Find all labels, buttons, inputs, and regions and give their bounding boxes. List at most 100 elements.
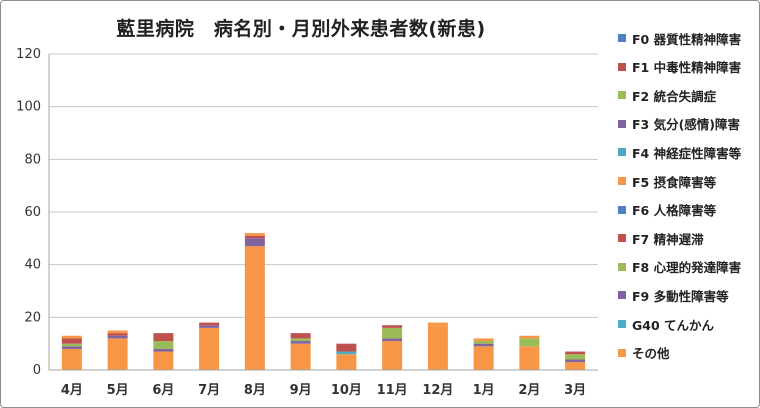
legend-label: F8 心理的発達障害 (632, 260, 742, 276)
legend-label: F2 統合失調症 (632, 88, 717, 104)
bar-segment-8-4 (382, 327, 403, 339)
legend-swatch (618, 91, 626, 100)
legend-item: F6 人格障害等 (618, 201, 716, 219)
legend-item: その他 (618, 344, 670, 362)
x-tick-label: 7月 (198, 383, 220, 398)
x-tick-label: 3月 (564, 383, 586, 398)
y-tick-label: 20 (24, 310, 41, 325)
bar-segment-6-5 (290, 333, 311, 339)
x-tick-label: 11月 (377, 383, 408, 398)
x-tick-label: 12月 (422, 383, 453, 398)
y-tick-label: 60 (24, 205, 41, 220)
bar-segment-1-7 (61, 335, 82, 339)
x-tick-label: 8月 (244, 383, 266, 398)
legend-label: その他 (632, 346, 670, 362)
bar-segment-11-1 (519, 346, 540, 370)
legend-swatch (618, 348, 626, 357)
legend-swatch (618, 262, 626, 271)
legend-swatch (618, 119, 626, 128)
y-tick-label: 0 (33, 363, 41, 378)
x-tick-label: 2月 (518, 383, 540, 398)
x-tick-label: 5月 (107, 383, 129, 398)
y-tick-label: 120 (16, 47, 41, 62)
bar-segment-8-5 (382, 325, 403, 328)
legend-swatch (618, 291, 626, 300)
legend-item: F4 神経症性障害等 (618, 143, 741, 161)
bar-segment-7-1 (336, 354, 357, 370)
bar-segment-8-3 (382, 338, 403, 342)
bar-segment-4-3 (199, 325, 220, 328)
bar-segment-3-5 (153, 333, 174, 342)
bar-segment-1-4 (61, 343, 82, 347)
legend-item: F9 多動性障害等 (618, 286, 729, 304)
bar-segment-9-7 (427, 322, 448, 326)
legend-item: F0 器質性精神障害 (618, 29, 741, 47)
legend-label: F6 人格障害等 (632, 203, 717, 219)
legend-item: G40 てんかん (618, 315, 714, 333)
x-tick-label: 6月 (152, 383, 174, 398)
bar-segment-2-7 (107, 330, 128, 334)
legend-swatch (618, 148, 626, 157)
bar-segment-3-1 (153, 351, 174, 370)
bar-segment-5-5 (244, 235, 265, 239)
legend-label: F3 気分(感情)障害 (632, 117, 741, 133)
bar-segment-12-3 (565, 359, 586, 363)
legend-swatch (618, 205, 626, 214)
x-tick-label: 1月 (473, 383, 495, 398)
x-tick-label: 4月 (61, 383, 83, 398)
bar-segment-10-1 (473, 346, 494, 370)
bar-segment-12-4 (565, 354, 586, 360)
legend-label: F7 精神遅滞 (632, 231, 704, 247)
bar-segment-1-3 (61, 346, 82, 349)
bar-segment-1-5 (61, 338, 82, 344)
bar-segment-6-1 (290, 343, 311, 370)
legend-swatch (618, 320, 626, 328)
y-tick-label: 100 (16, 100, 41, 115)
bar-segment-2-3 (107, 335, 128, 339)
y-tick-label: 80 (24, 152, 41, 167)
legend-item: F8 心理的発達障害 (618, 258, 741, 276)
bar-segment-5-3 (244, 238, 265, 247)
legend-label: F1 中毒性精神障害 (632, 60, 742, 76)
legend-item: F3 気分(感情)障害 (618, 115, 740, 133)
bar-segment-2-1 (107, 338, 128, 370)
legend-swatch (618, 177, 626, 185)
x-tick-label: 9月 (290, 383, 312, 398)
bar-segment-5-1 (244, 246, 265, 370)
legend-item: F2 統合失調症 (618, 86, 716, 104)
legend-swatch (618, 62, 626, 71)
bar-segment-9-1 (427, 325, 448, 370)
bar-segment-2-5 (107, 333, 128, 336)
bar-segment-3-4 (153, 341, 174, 349)
legend-label: F9 多動性障害等 (632, 288, 729, 304)
x-tick-label: 10月 (331, 383, 362, 398)
bar-segment-7-5 (336, 343, 357, 352)
bar-segment-7-2 (336, 351, 357, 355)
bar-segment-11-7 (519, 335, 540, 339)
bar-segment-8-1 (382, 341, 403, 370)
plot-area: 0 20 40 60 80 100 120 4月 5月 6月 7月 8月 9月 10月 11月 12月 1月 2月… (16, 47, 598, 398)
chart-title: 藍里病院 病名別・月別外来患者数(新患) (116, 18, 486, 40)
legend-swatch (618, 234, 626, 243)
legend-item: F1 中毒性精神障害 (618, 58, 741, 76)
bar-segment-3-3 (153, 348, 174, 352)
bar-segment-1-1 (61, 348, 82, 370)
bar-segment-11-4 (519, 338, 540, 347)
legend-item: F7 精神遅滞 (618, 229, 704, 247)
bar-segment-12-5 (565, 351, 586, 355)
bar-segment-6-3 (290, 341, 311, 344)
bar-segment-5-7 (244, 233, 265, 236)
bar-segment-10-3 (473, 343, 494, 347)
y-tick-label: 40 (24, 258, 41, 273)
bar-segment-12-1 (565, 362, 586, 370)
bar-segment-6-4 (290, 338, 311, 342)
legend-label: F4 神経症性障害等 (632, 145, 742, 161)
legend-swatch (618, 34, 626, 42)
legend-label: G40 てんかん (632, 317, 715, 333)
legend-label: F0 器質性精神障害 (632, 31, 742, 47)
bar-segment-10-4 (473, 341, 494, 344)
legend-label: F5 摂食障害等 (632, 174, 717, 190)
bar-segment-4-5 (199, 322, 220, 326)
legend-item: F5 摂食障害等 (618, 172, 716, 190)
